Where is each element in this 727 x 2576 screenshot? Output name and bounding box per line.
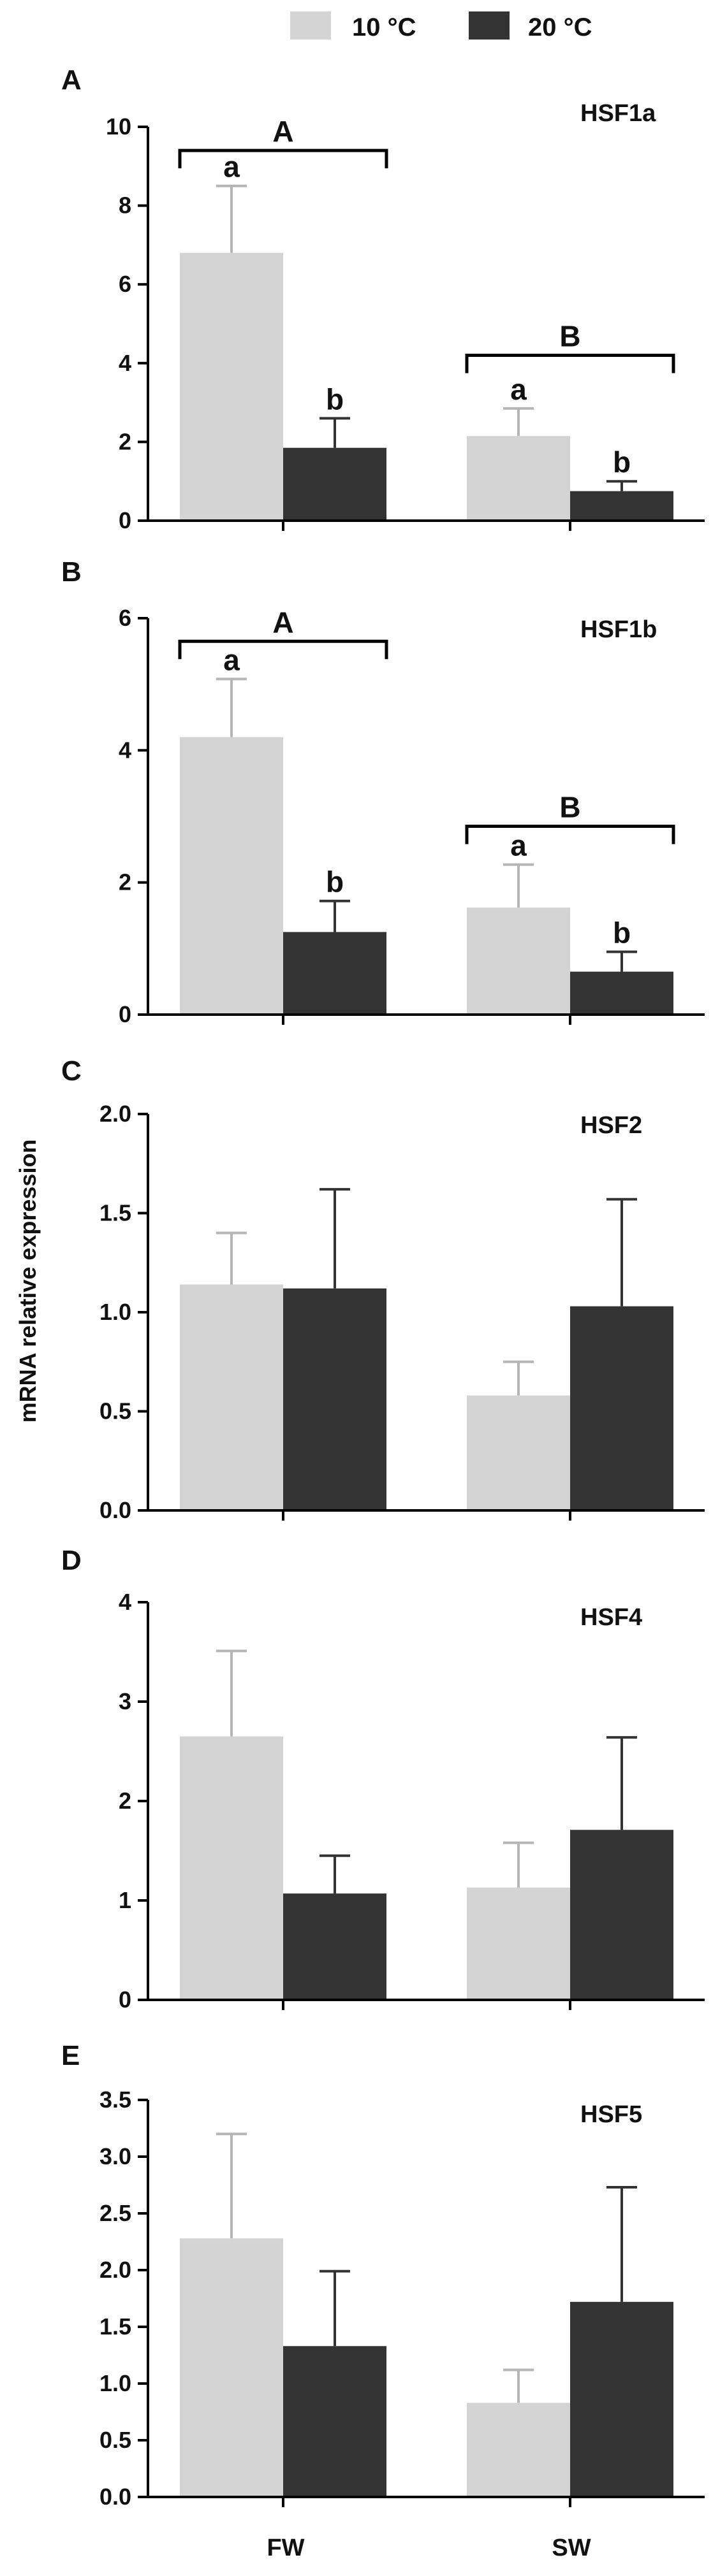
y-tick-label-hsf2: 2.0 [99,1101,131,1127]
y-tick-label-hsf1a: 4 [119,350,131,376]
sig-letter-hsf1a-sw-10c: a [510,373,527,406]
y-tick-label-hsf1a: 8 [119,192,131,219]
sig-letter-hsf1b-sw-10c: a [510,829,527,862]
legend-label-10c: 10 °C [352,13,416,41]
bar-hsf2-fw-20c [283,1288,386,1510]
y-tick-label-hsf2: 0.5 [99,1398,131,1424]
sig-letter-hsf1a-sw-20c: b [613,445,631,479]
legend-swatch-10c [290,11,331,40]
group-letter-hsf1b-fw: A [272,605,293,639]
group-bracket-hsf1a-sw [465,353,675,373]
bar-hsf4-fw-20c [283,1893,386,2000]
y-tick-label-hsf1b: 4 [119,737,131,763]
group-letter-hsf1a-fw: A [272,115,293,148]
sig-letter-hsf1b-sw-20c: b [613,916,631,950]
y-tick-label-hsf5: 3.0 [99,2143,131,2169]
bar-hsf2-sw-10c [467,1395,570,1510]
y-tick-label-hsf5: 1.5 [99,2313,131,2340]
y-tick-label-hsf1b: 2 [119,869,131,895]
panel-hsf5: E HSF5 0.0 0.5 1.0 1.5 2.0 2.5 3.0 3.5 [61,2040,705,2510]
bar-hsf1a-fw-20c [283,447,386,521]
panel-hsf1b: B HSF1b a a b b A B 0 2 4 6 [61,556,705,1027]
y-tick-label-hsf1a: 0 [119,507,131,533]
y-tick-label-hsf5: 0.0 [99,2484,131,2510]
sig-letter-hsf1b-fw-20c: b [326,865,344,899]
group-bracket-hsf1b-fw [178,639,388,660]
panel-letter-hsf1a: A [61,64,82,96]
y-tick-label-hsf1a: 2 [119,428,131,454]
y-tick-label-hsf5: 2.5 [99,2200,131,2226]
bar-hsf1a-sw-20c [570,491,673,521]
bar-hsf5-fw-20c [283,2346,386,2497]
gene-label-hsf1a: HSF1a [580,100,656,127]
bar-hsf1a-sw-10c [467,436,570,521]
gene-label-hsf2: HSF2 [580,1112,642,1139]
group-bracket-hsf1a-fw [178,148,388,169]
y-tick-label-hsf4: 1 [119,1887,131,1913]
sig-letter-hsf1b-fw-10c: a [223,643,240,676]
bar-hsf1b-fw-10c [180,737,283,1015]
gene-label-hsf4: HSF4 [580,1604,642,1631]
gene-label-hsf5: HSF5 [580,2101,642,2128]
y-tick-label-hsf2: 0.0 [99,1497,131,1523]
x-tick-label-fw: FW [267,2535,304,2561]
y-tick-label-hsf5: 2.0 [99,2257,131,2283]
y-tick-label-hsf1a: 6 [119,271,131,297]
legend-swatch-20c [469,11,510,40]
group-letter-hsf1a-sw: B [559,319,580,352]
bar-hsf1b-sw-10c [467,908,570,1015]
group-bracket-hsf1b-sw [465,825,675,844]
panel-letter-hsf5: E [61,2040,80,2071]
sig-letter-hsf1a-fw-20c: b [326,382,344,416]
bar-hsf5-sw-10c [467,2403,570,2497]
bar-hsf1b-fw-20c [283,932,386,1015]
bar-hsf1b-sw-20c [570,971,673,1015]
bar-hsf2-sw-20c [570,1306,673,1510]
y-tick-label-hsf5: 3.5 [99,2087,131,2113]
y-tick-label-hsf1b: 0 [119,1001,131,1027]
y-tick-label-hsf4: 3 [119,1688,131,1714]
panel-hsf1a: A HSF1a a a b b A B 0 2 4 6 8 10 [61,64,705,533]
legend: 10 °C 20 °C [290,11,592,41]
y-tick-label-hsf2: 1.5 [99,1200,131,1226]
panel-hsf2: C HSF2 0.0 0.5 1.0 1.5 2.0 [61,1055,705,1523]
bar-hsf4-fw-10c [180,1736,283,2000]
y-tick-label-hsf2: 1.0 [99,1299,131,1325]
y-tick-label-hsf5: 0.5 [99,2427,131,2453]
bar-hsf4-sw-10c [467,1887,570,2000]
bar-hsf5-fw-10c [180,2238,283,2497]
panel-letter-hsf2: C [61,1055,82,1087]
y-tick-label-hsf4: 4 [119,1589,131,1615]
legend-label-20c: 20 °C [528,13,592,41]
gene-label-hsf1b: HSF1b [580,616,657,643]
panel-letter-hsf4: D [61,1545,82,1576]
panel-letter-hsf1b: B [61,556,82,588]
bar-hsf1a-fw-10c [180,252,283,521]
group-letter-hsf1b-sw: B [559,791,580,824]
y-tick-label-hsf1a: 10 [106,113,131,140]
y-tick-label-hsf5: 1.0 [99,2370,131,2396]
y-tick-label-hsf4: 0 [119,1986,131,2013]
bar-hsf5-sw-20c [570,2301,673,2497]
bar-hsf4-sw-20c [570,1830,673,2000]
y-tick-label-hsf4: 2 [119,1788,131,1814]
x-tick-label-sw: SW [552,2535,591,2561]
panel-hsf4: D HSF4 0 1 2 3 4 [61,1545,705,2013]
y-axis-label: mRNA relative expression [15,1140,41,1423]
bar-hsf2-fw-10c [180,1284,283,1510]
sig-letter-hsf1a-fw-10c: a [223,150,240,184]
y-tick-label-hsf1b: 6 [119,605,131,631]
